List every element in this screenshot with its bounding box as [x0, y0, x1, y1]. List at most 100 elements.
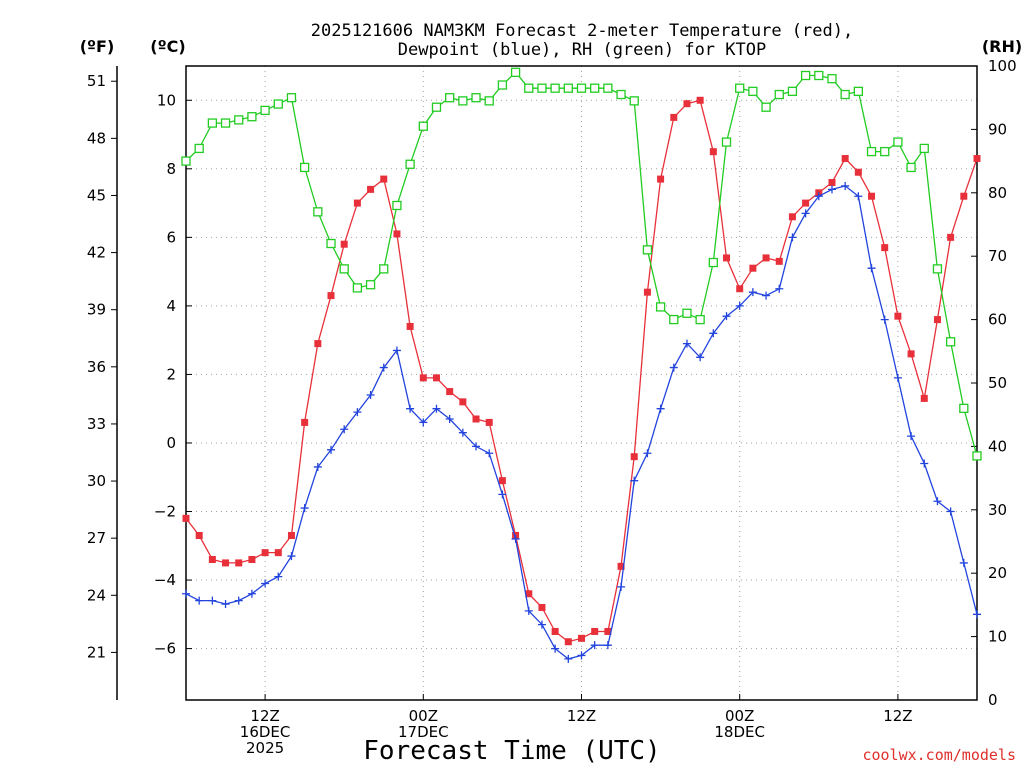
dewpoint-point [182, 589, 190, 598]
celsius-tick-label: −2 [154, 503, 176, 521]
x-tick-label: 2025 [246, 739, 284, 757]
relative-humidity-point [655, 302, 666, 312]
relative-humidity-point [181, 156, 191, 166]
dewpoint-point [801, 209, 810, 218]
x-tick-label: 18DEC [714, 723, 765, 741]
relative-humidity-point [853, 86, 863, 97]
relative-humidity-point [906, 162, 916, 173]
relative-humidity-point [445, 93, 455, 103]
dewpoint-point [287, 552, 296, 561]
2-meter-temperature-point [828, 179, 836, 187]
relative-humidity-point [959, 403, 969, 414]
rh-tick-label: 80 [988, 184, 1007, 202]
x-tick-label: 12Z [883, 707, 912, 725]
relative-humidity-point [800, 70, 811, 81]
dewpoint-point [841, 181, 850, 190]
dewpoint-point [643, 449, 652, 458]
2-meter-temperature-point [854, 168, 862, 176]
dewpoint-point [564, 654, 573, 663]
relative-humidity-point [880, 146, 890, 157]
dewpoint-point [379, 363, 388, 372]
2-meter-temperature-point [551, 627, 559, 635]
relative-humidity-point [418, 121, 428, 131]
dewpoint-point [748, 288, 757, 297]
axis-ticks: −6−4−20246810212427303336394245485101020… [87, 57, 1017, 757]
dewpoint-point [366, 390, 375, 399]
2-meter-temperature-point [788, 213, 796, 221]
relative-humidity-point [695, 314, 705, 325]
relative-humidity-point [484, 96, 494, 106]
grid-lines [186, 66, 977, 700]
x-tick-label: 12Z [250, 707, 279, 725]
celsius-tick-label: −6 [154, 640, 176, 658]
2-meter-temperature-point [314, 340, 322, 348]
2-meter-temperature-point [261, 549, 269, 557]
celsius-tick-label: 6 [166, 228, 176, 246]
2-meter-temperature-point [459, 398, 467, 406]
celsius-tick-label: 10 [157, 91, 176, 109]
2-meter-temperature-point [960, 192, 968, 200]
dewpoint-point [722, 312, 731, 321]
2-meter-temperature-point [498, 477, 506, 485]
relative-humidity-series [181, 67, 982, 461]
relative-humidity-point [352, 283, 363, 293]
relative-humidity-point [194, 143, 204, 154]
dewpoint-point [814, 192, 823, 201]
fahrenheit-tick-label: 51 [87, 72, 106, 90]
2-meter-temperature-point [907, 350, 915, 358]
relative-humidity-point [919, 143, 929, 154]
dewpoint-point [735, 301, 744, 310]
celsius-tick-label: −4 [154, 571, 176, 589]
2-meter-temperature-point [446, 388, 454, 396]
2-meter-temperature-point [749, 264, 757, 272]
relative-humidity-point [721, 137, 732, 147]
celsius-tick-label: 2 [166, 365, 176, 383]
fahrenheit-tick-label: 27 [87, 529, 106, 547]
2-meter-temperature-point [881, 244, 889, 252]
dewpoint-point [907, 432, 916, 441]
2-meter-temperature-point [591, 627, 599, 635]
dewpoint-point [261, 579, 270, 588]
dewpoint-point [630, 476, 639, 485]
2-meter-temperature-point [327, 292, 335, 300]
fahrenheit-tick-label: 39 [87, 301, 106, 319]
relative-humidity-point [866, 146, 877, 157]
rh-tick-label: 70 [988, 247, 1007, 265]
2-meter-temperature-point [564, 638, 572, 646]
relative-humidity-point [379, 264, 389, 274]
x-tick-label: 12Z [567, 707, 596, 725]
dewpoint-point [617, 582, 626, 591]
dewpoint-point [709, 329, 718, 338]
2-meter-temperature-point [643, 288, 651, 296]
fahrenheit-tick-label: 21 [87, 643, 106, 661]
dewpoint-point [221, 600, 230, 609]
dewpoint-point [511, 534, 520, 543]
2-meter-temperature-point [353, 199, 361, 207]
relative-humidity-point [471, 93, 481, 103]
dewpoint-point [340, 425, 349, 434]
2-meter-temperature-point [947, 233, 955, 241]
dewpoint-point [775, 284, 784, 293]
2-meter-temperature-point [287, 532, 295, 540]
dewpoint-point [893, 373, 902, 382]
2-meter-temperature-point [525, 590, 533, 598]
dewpoint-point [762, 291, 771, 300]
dewpoint-point [432, 404, 441, 413]
rh-unit-label: (RH) [982, 37, 1022, 56]
dewpoint-point [603, 641, 612, 650]
dewpoint-point [920, 459, 929, 468]
dewpoint-point [946, 507, 955, 516]
2-meter-temperature-point [208, 555, 216, 563]
relative-humidity-point [365, 280, 376, 290]
2-meter-temperature-point [802, 199, 810, 207]
2-meter-temperature-point [406, 322, 414, 330]
chart-title-line2: Dewpoint (blue), RH (green) for KTOP [398, 40, 766, 60]
relative-humidity-point [405, 159, 415, 169]
dewpoint-series [182, 181, 981, 663]
dewpoint-point [327, 445, 336, 454]
relative-humidity-point [629, 96, 639, 106]
relative-humidity-line [185, 71, 978, 457]
rh-tick-label: 40 [988, 437, 1007, 455]
dewpoint-point [696, 353, 705, 362]
relative-humidity-point [234, 115, 244, 125]
